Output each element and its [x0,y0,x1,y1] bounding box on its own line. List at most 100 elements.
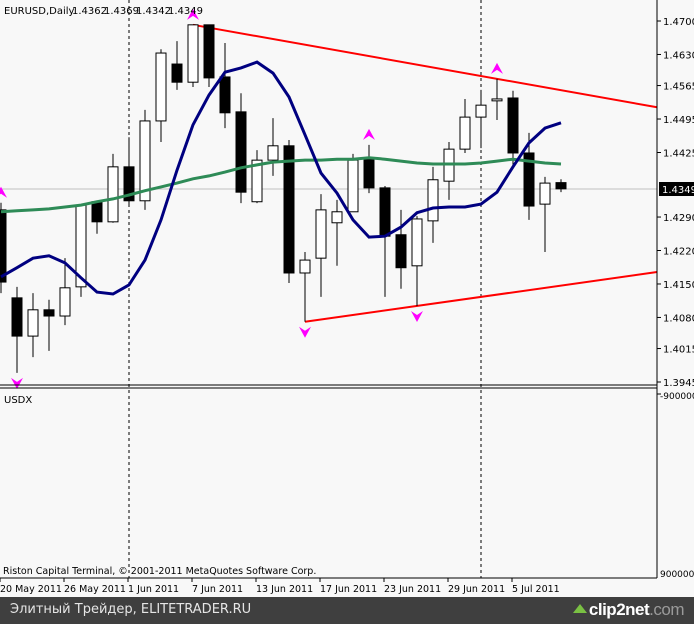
y-tick-label: 1.3945 [663,378,694,389]
price-chart: 1.4700 1.4630 1.4565 1.4495 1.4425 1.4290 1.42… [0,0,694,597]
x-tick-label: 23 Jun 2011 [384,584,441,595]
y-tick-label: 1.4150 [663,280,694,291]
upload-arrow-icon [572,604,587,613]
candle-body-bear [123,166,135,202]
subwindow-tick-bottom: 9000000 [660,570,694,580]
candle [43,299,55,351]
trendline [304,271,658,323]
candle [187,24,199,87]
candle-body-bull [155,52,167,122]
current-price-label: 1.4349 [662,185,694,196]
candle-body-bull [331,211,343,224]
slow-ma-line [0,156,562,214]
candle [75,204,87,297]
ohlc-close: 1.4349 [168,6,203,17]
fractal-up-arrow-icon [187,8,199,20]
candle-body-bear [43,309,55,317]
candle [139,109,151,210]
x-tick-label: 26 May 2011 [64,584,126,595]
current-price-badge [659,182,694,196]
copyright-text: Riston Capital Terminal, © 2001-2011 Met… [3,566,316,577]
candle-body-bull [27,309,39,337]
trendline [192,23,658,109]
candle [555,179,567,193]
candle [427,166,439,243]
ohlc-header: 1.4362 1.4369 1.4342 1.4349 [72,6,203,17]
candle-body-bull [475,104,487,118]
candle [475,89,487,149]
x-tick-label: 1 Jun 2011 [128,584,179,595]
candle [315,194,327,297]
y-tick-label: 1.4630 [663,50,694,61]
candle [219,42,231,129]
clip2net-logo: clip2net.com [572,600,684,620]
candle [235,93,247,204]
candle [11,286,23,373]
y-tick-label: 1.4565 [663,82,694,93]
candle-body-bear [523,152,535,207]
x-tick-label: 20 May 2011 [0,584,62,595]
candle-body-bear [379,187,391,237]
candle-body-bear [11,297,23,337]
candle-body-bull [187,24,199,83]
candle [299,251,311,322]
fast-ma-line [0,60,562,296]
candle-body-bear [171,63,183,83]
candle-body-bull [299,259,311,274]
x-tick-label: 29 Jun 2011 [448,584,505,595]
logo-domain: .com [649,600,684,619]
candle [539,176,551,252]
candle [395,209,407,289]
ohlc-open: 1.4362 [72,6,107,17]
chart-background [0,0,694,597]
candle [507,90,519,167]
candle [0,202,7,294]
candle-body-bull [315,209,327,259]
x-tick-label: 17 Jun 2011 [320,584,377,595]
x-tick-label: 5 Jul 2011 [512,584,560,595]
subwindow-label: USDX [4,395,32,406]
candle-body-bear [203,24,215,79]
candle-body-bull [491,98,503,102]
ohlc-low: 1.4342 [136,6,171,17]
candle [171,41,183,90]
candle-body-bull [459,116,471,150]
fractal-down-arrow-icon [11,377,23,389]
candle-body-bull [427,179,439,222]
candle-body-bull [107,166,119,223]
x-tick-label: 13 Jun 2011 [256,584,313,595]
candle [459,98,471,153]
candle-body-bear [283,145,295,274]
logo-main: clip2net [588,600,650,619]
candle [347,153,359,213]
x-tick-label: 7 Jun 2011 [192,584,243,595]
footer-caption: Элитный Трейдер, ELITETRADER.RU [10,602,252,617]
candle [283,140,295,284]
candle-body-bull [59,287,71,317]
chart-title: EURUSD,Daily [4,6,75,17]
candle [155,49,167,142]
candle [107,153,119,223]
candle-body-bull [139,120,151,202]
candle [523,132,535,220]
ohlc-high: 1.4369 [104,6,139,17]
candle-body-bear [507,97,519,154]
candle [491,78,503,120]
candle-body-bear [0,209,7,283]
candle-body-bear [363,158,375,189]
candle-body-bull [411,218,423,267]
candle [331,199,343,266]
candle [27,293,39,358]
candle-body-bull [347,159,359,213]
candle-body-bear [91,201,103,223]
fractal-up-arrow-icon [491,62,503,74]
candle-body-bear [219,76,231,114]
candle-body-bull [251,159,263,203]
subwindow-tick-top: -900000 [660,392,694,402]
y-tick-label: 1.4495 [663,115,694,126]
y-tick-label: 1.4425 [663,148,694,159]
candle [251,150,263,204]
candle-body-bull [539,182,551,205]
candle [203,24,215,87]
y-tick-label: 1.4015 [663,345,694,356]
